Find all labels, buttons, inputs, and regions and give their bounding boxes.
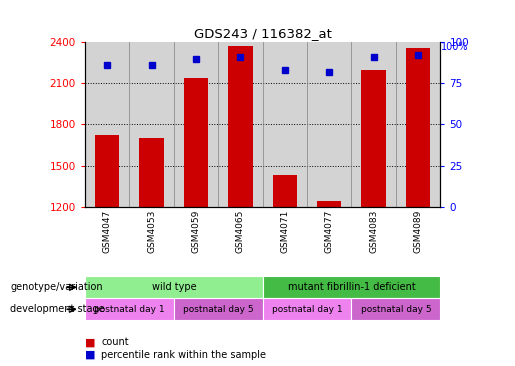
Text: postnatal day 5: postnatal day 5: [183, 305, 253, 314]
Bar: [362, 70, 386, 207]
Bar: [406, 48, 431, 207]
Text: wild type: wild type: [151, 282, 196, 292]
Text: postnatal day 5: postnatal day 5: [360, 305, 431, 314]
Text: postnatal day 1: postnatal day 1: [94, 305, 165, 314]
Bar: [272, 175, 297, 207]
Text: mutant fibrillin-1 deficient: mutant fibrillin-1 deficient: [287, 282, 416, 292]
Text: 100%: 100%: [441, 42, 469, 52]
Bar: [95, 135, 119, 207]
Text: genotype/variation: genotype/variation: [10, 282, 103, 292]
Bar: [317, 201, 341, 207]
Text: count: count: [101, 337, 129, 347]
Text: ■: ■: [85, 350, 95, 360]
Text: development stage: development stage: [10, 304, 105, 314]
Text: ■: ■: [85, 337, 95, 347]
Bar: [184, 78, 208, 207]
Bar: [228, 46, 253, 207]
Title: GDS243 / 116382_at: GDS243 / 116382_at: [194, 26, 332, 40]
Text: postnatal day 1: postnatal day 1: [272, 305, 342, 314]
Bar: [140, 138, 164, 207]
Text: percentile rank within the sample: percentile rank within the sample: [101, 350, 266, 360]
